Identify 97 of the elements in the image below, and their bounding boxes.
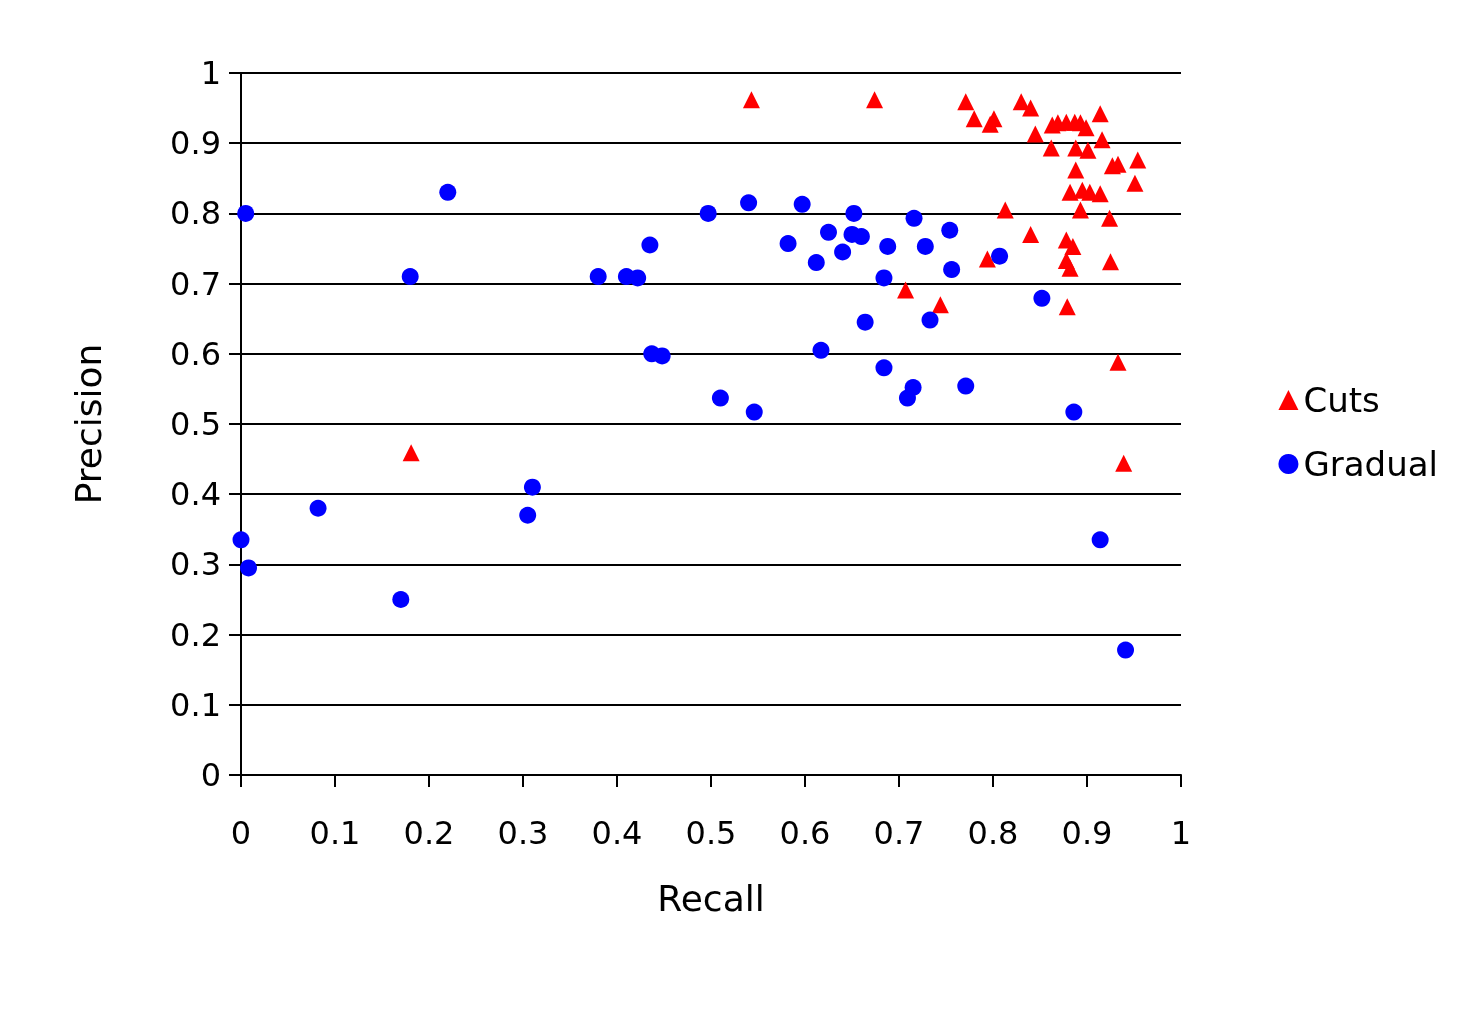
point (1033, 289, 1051, 307)
x-tick-label: 0.5 (685, 814, 737, 852)
point (916, 237, 934, 255)
point (793, 195, 811, 213)
x-tick-label: 1 (1170, 814, 1192, 852)
point (699, 204, 717, 222)
y-tick-label: 0.2 (170, 615, 221, 654)
point (1026, 125, 1044, 143)
point (402, 444, 420, 462)
point (957, 93, 975, 111)
y-tick-label: 0.8 (170, 194, 221, 233)
point (1065, 403, 1083, 421)
point (653, 347, 671, 365)
point (1067, 161, 1085, 179)
x-tick-label: 0.3 (497, 814, 549, 852)
point (931, 296, 949, 314)
x-tick-label: 0.6 (779, 814, 831, 852)
point (1091, 105, 1109, 123)
point (1117, 641, 1135, 659)
point (834, 243, 852, 261)
x-axis-title: Recall (657, 877, 765, 919)
point (879, 237, 897, 255)
x-tick-label: 0.9 (1061, 814, 1113, 852)
point (875, 359, 893, 377)
point (711, 389, 729, 407)
point (965, 110, 983, 128)
point (978, 250, 996, 268)
point (401, 268, 419, 286)
point (1129, 151, 1147, 169)
point (519, 506, 537, 524)
point (1042, 139, 1060, 157)
point (439, 183, 457, 201)
point (845, 204, 863, 222)
y-tick-label: 0.7 (170, 264, 221, 303)
point (856, 313, 874, 331)
point (1109, 353, 1127, 371)
point (991, 247, 1009, 265)
legend-label: Gradual (1303, 444, 1439, 484)
point (1091, 185, 1109, 203)
point (807, 254, 825, 272)
y-tick-label: 0.1 (170, 685, 221, 724)
point (905, 209, 923, 227)
point (745, 403, 763, 421)
point (1126, 174, 1144, 192)
point (1115, 454, 1133, 472)
point (866, 91, 884, 109)
point (1061, 259, 1079, 277)
point (897, 281, 915, 299)
point (1101, 209, 1119, 227)
point (875, 269, 893, 287)
point (1091, 531, 1109, 549)
point (943, 261, 961, 279)
point (1058, 298, 1076, 316)
point (629, 269, 647, 287)
point (1102, 253, 1119, 271)
point (1064, 237, 1082, 255)
point (921, 311, 939, 329)
point (957, 377, 975, 395)
point (1071, 201, 1089, 219)
y-tick-label: 0.4 (170, 475, 221, 514)
point (1077, 119, 1095, 137)
y-tick-label: 0 (200, 756, 221, 794)
point (392, 591, 410, 608)
point (1067, 139, 1085, 157)
x-tick-label: 0.4 (591, 814, 643, 852)
point (1079, 141, 1097, 159)
point (941, 221, 959, 239)
point (1022, 99, 1040, 117)
point (237, 204, 255, 222)
point (309, 499, 327, 517)
point (523, 478, 541, 496)
y-tick-label: 0.3 (170, 545, 221, 584)
y-tick-label: 0.9 (170, 124, 221, 163)
point (1022, 225, 1040, 243)
point (996, 201, 1014, 219)
x-tick-label: 0.8 (967, 814, 1019, 852)
legend-label: Cuts (1303, 380, 1380, 420)
point (820, 223, 837, 241)
point (904, 379, 922, 396)
point (1093, 131, 1111, 149)
point (812, 341, 830, 359)
y-axis-title: Precision (67, 343, 109, 505)
point (1061, 183, 1079, 201)
x-tick-label: 0.1 (309, 814, 361, 852)
x-tick-label: 0.2 (403, 814, 455, 852)
y-tick-label: 1 (200, 54, 221, 92)
point (240, 559, 258, 577)
x-tick-label: 0.7 (873, 814, 925, 852)
y-tick-label: 0.5 (170, 405, 221, 443)
x-tick-label: 0 (230, 814, 252, 852)
point (232, 531, 250, 549)
y-tick-label: 0.6 (170, 334, 221, 373)
point (779, 235, 797, 253)
point (589, 268, 607, 286)
point (742, 91, 760, 109)
point (641, 236, 659, 254)
point (740, 194, 758, 212)
